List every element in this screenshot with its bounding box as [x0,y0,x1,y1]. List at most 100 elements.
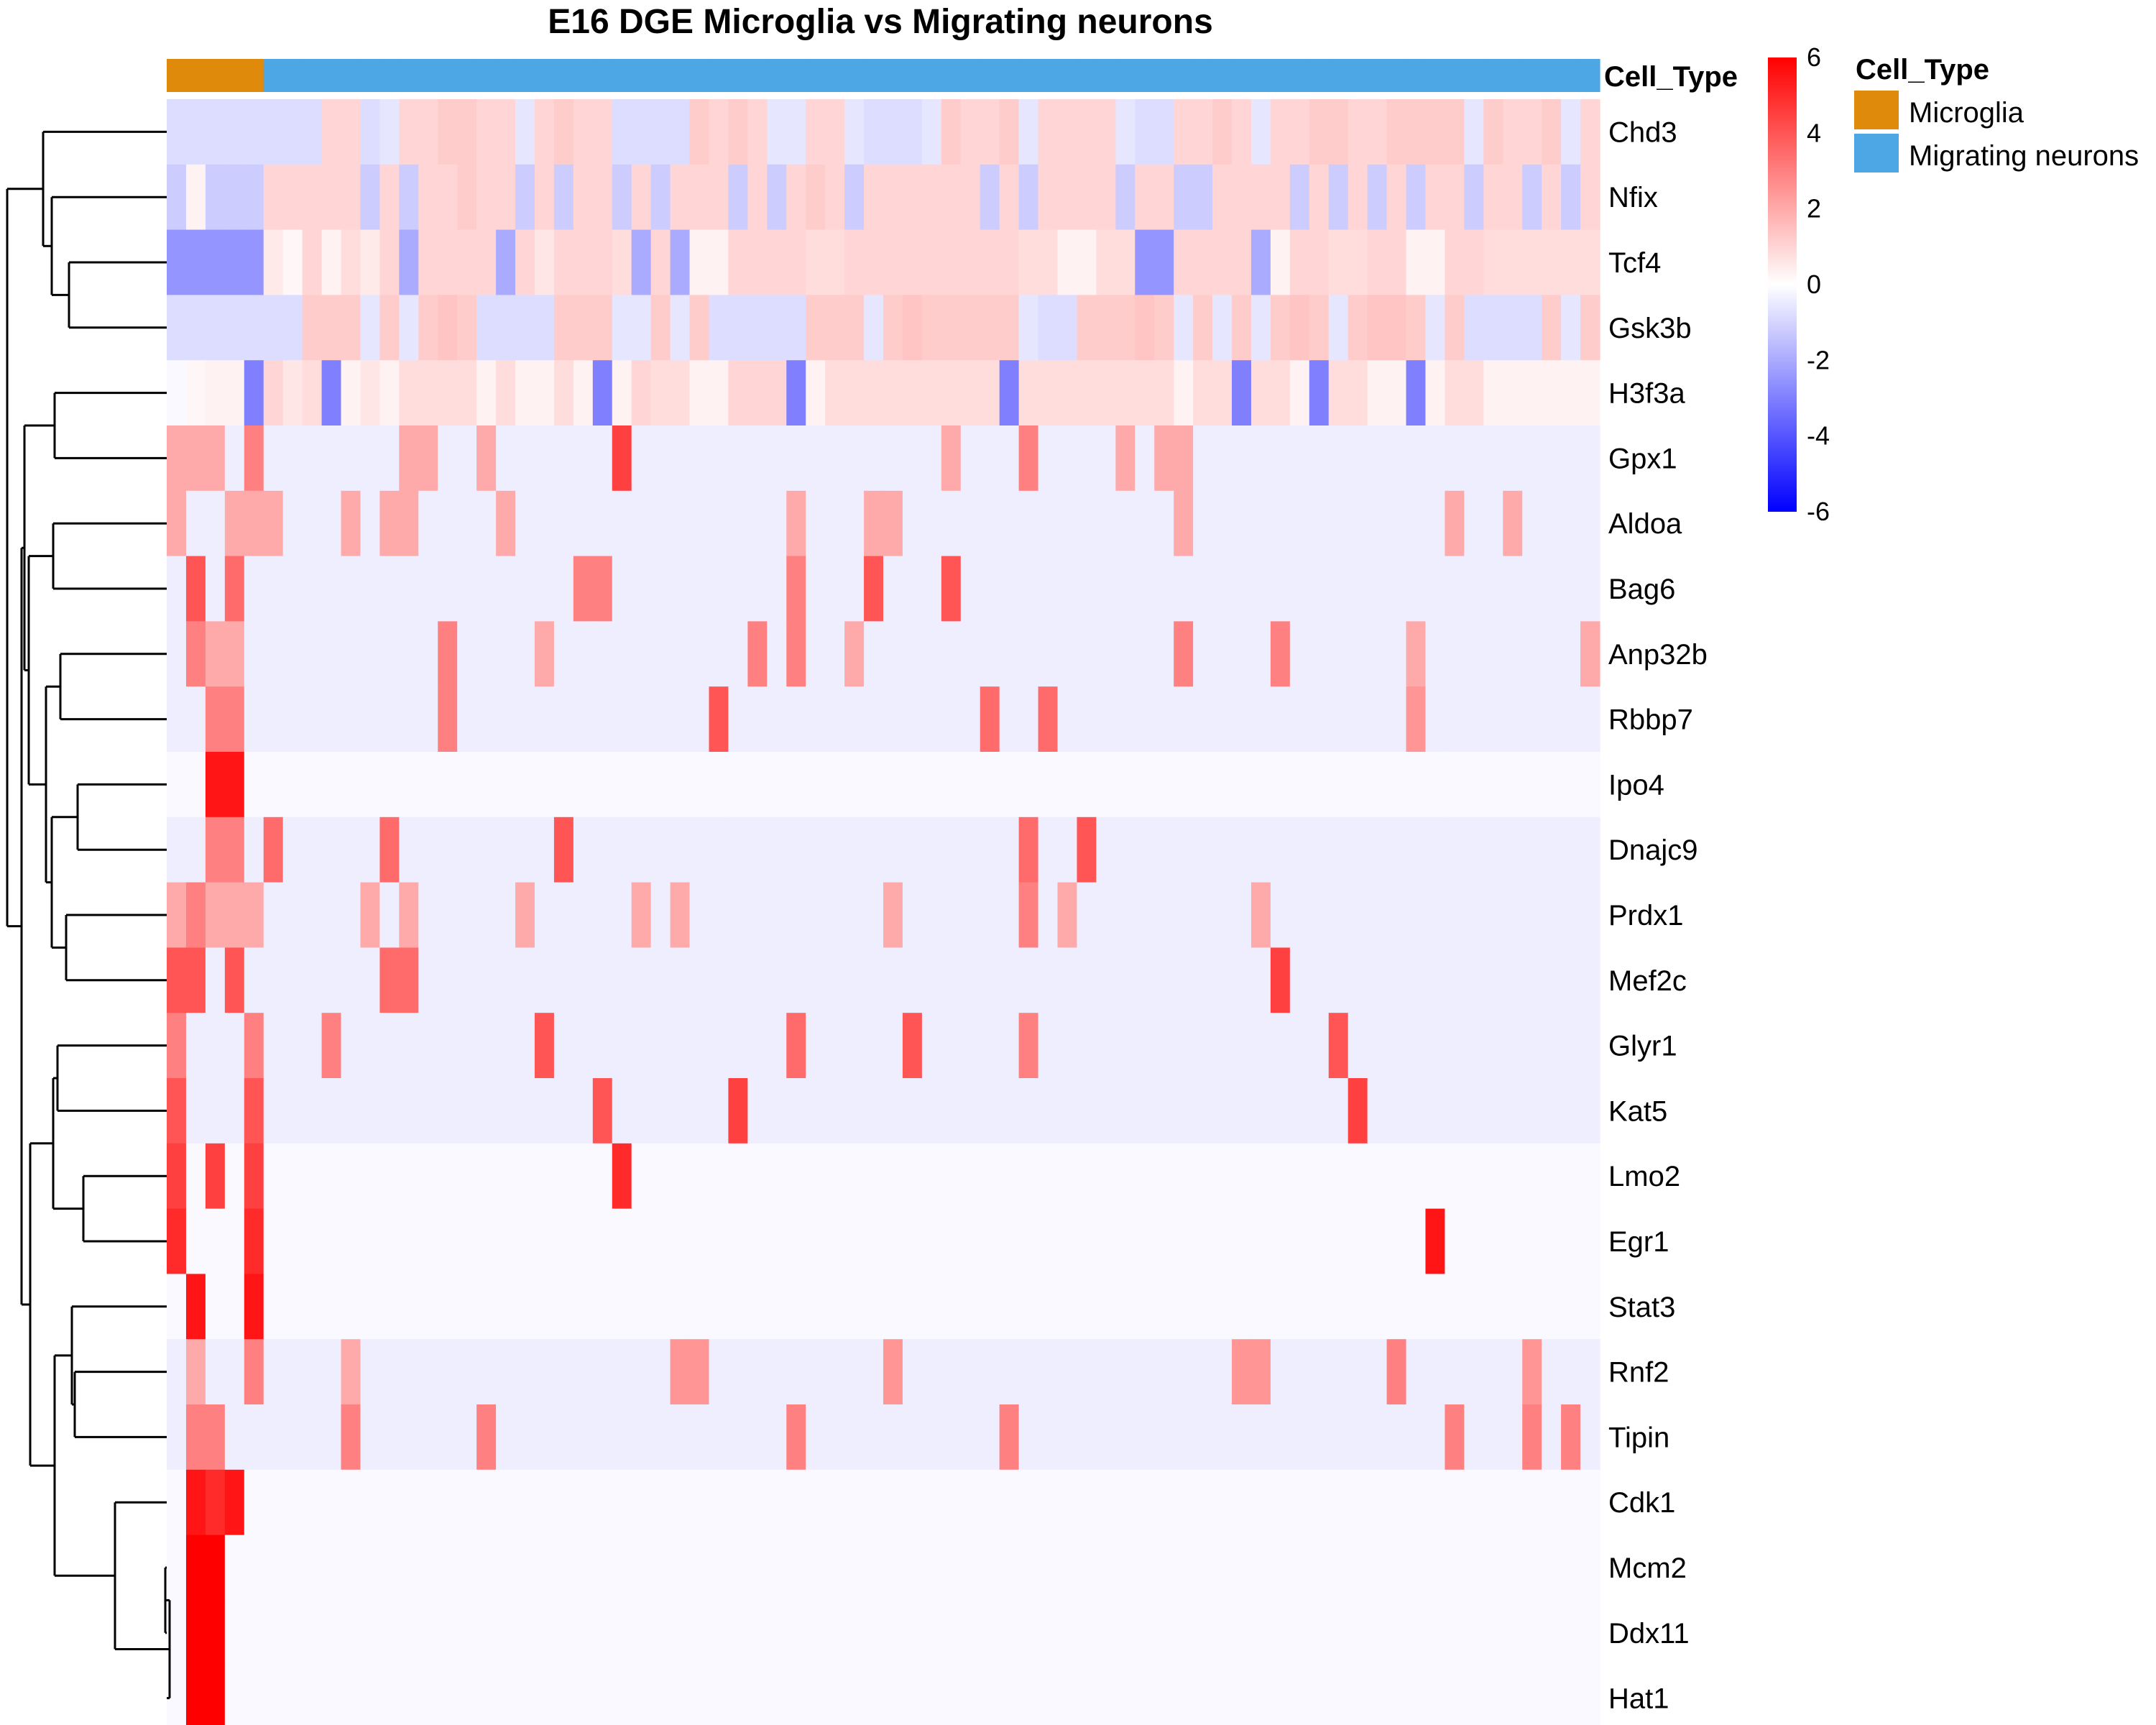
heatmap-cell [1250,816,1271,883]
heatmap-cell [612,1665,632,1725]
heatmap-cell [786,1208,806,1274]
heatmap-cell [844,1078,865,1144]
heatmap-cell [1057,490,1078,557]
heatmap-cell [1018,1469,1039,1536]
heatmap-cell [1038,490,1059,557]
heatmap-cell [1135,1339,1155,1405]
heatmap-cell [1212,295,1233,361]
heatmap-cell [825,1535,845,1601]
heatmap-cell [1328,295,1349,361]
heatmap-cell [1542,686,1562,753]
heatmap-cell [1348,1013,1368,1079]
heatmap-cell [728,1404,748,1471]
heatmap-cell [1483,229,1503,295]
heatmap-cell [224,1208,245,1274]
heatmap-cell [185,1274,206,1340]
heatmap-cell [1212,1208,1233,1274]
heatmap-cell [786,490,806,557]
heatmap-cell [1174,1078,1194,1144]
heatmap-cell [1561,1469,1581,1536]
annotation-cell-migrating-neurons [864,59,884,92]
heatmap-cell [960,490,981,557]
heatmap-cell [1018,1078,1039,1144]
heatmap-cell [728,426,748,492]
heatmap-cell [1503,426,1523,492]
heatmap-cell [1289,164,1310,231]
heatmap-cell [709,1404,729,1471]
heatmap-cell [360,99,381,165]
heatmap-cell [1250,295,1271,361]
heatmap-cell [670,1078,691,1144]
heatmap-cell [1232,99,1252,165]
heatmap-cell [806,1078,826,1144]
heatmap-cell [1406,1469,1427,1536]
heatmap-cell [921,360,942,426]
heatmap-cell [418,686,438,753]
heatmap-cell [1135,360,1155,426]
heatmap-cell [457,1208,477,1274]
heatmap-cell [1367,164,1388,231]
heatmap-cell [1154,882,1174,948]
heatmap-cell [844,1600,865,1666]
heatmap-cell [1348,752,1368,818]
heatmap-cell [205,1535,226,1601]
heatmap-cell [767,882,787,948]
heatmap-cell [1154,1208,1174,1274]
heatmap-cell [1328,1535,1349,1601]
heatmap-cell [960,621,981,687]
heatmap-cell [902,490,923,557]
heatmap-cell [1386,621,1407,687]
heatmap-cell [1270,752,1291,818]
heatmap-cell [786,686,806,753]
heatmap-cell [1328,360,1349,426]
heatmap-cell [244,1078,264,1144]
heatmap-cell [1057,426,1078,492]
heatmap-cell [1309,164,1330,231]
heatmap-cell [418,229,438,295]
heatmap-cell [1309,426,1330,492]
heatmap-cell [553,621,574,687]
heatmap-cell [864,621,884,687]
heatmap-cell [999,1535,1020,1601]
heatmap-cell [1483,426,1503,492]
heatmap-cell [902,1078,923,1144]
heatmap-cell [921,752,942,818]
heatmap-cell [360,1404,381,1471]
heatmap-cell [825,490,845,557]
heatmap-cell [1096,621,1116,687]
heatmap-cell [650,1078,671,1144]
heatmap-cell [457,882,477,948]
heatmap-cell [941,1469,962,1536]
heatmap-cell [534,295,555,361]
heatmap-cell [282,1078,303,1144]
heatmap-cell [1464,1208,1484,1274]
heatmap-cell [1309,1665,1330,1725]
heatmap-cell [360,686,381,753]
heatmap-cell [1289,1143,1310,1210]
heatmap-cell [263,1339,284,1405]
heatmap-cell [1038,686,1059,753]
heatmap-cell [1309,490,1330,557]
heatmap-cell [167,1013,187,1079]
heatmap-cell [1464,686,1484,753]
heatmap-cell [612,686,632,753]
heatmap-cell [263,621,284,687]
heatmap-cell [806,947,826,1013]
heatmap-cell [1348,1208,1368,1274]
heatmap-cell [1038,1339,1059,1405]
heatmap-cell [1503,1665,1523,1725]
heatmap-cell [399,426,419,492]
heatmap-cell [631,1274,652,1340]
heatmap-cell [1115,1274,1135,1340]
heatmap-cell [1309,947,1330,1013]
heatmap-cell [999,1274,1020,1340]
heatmap-cell [960,752,981,818]
heatmap-cell [321,752,342,818]
heatmap-cell [553,1600,574,1666]
heatmap-cell [457,556,477,622]
heatmap-cell [341,816,361,883]
heatmap-cell [1193,1274,1213,1340]
heatmap-cell [592,686,613,753]
heatmap-cell [650,99,671,165]
